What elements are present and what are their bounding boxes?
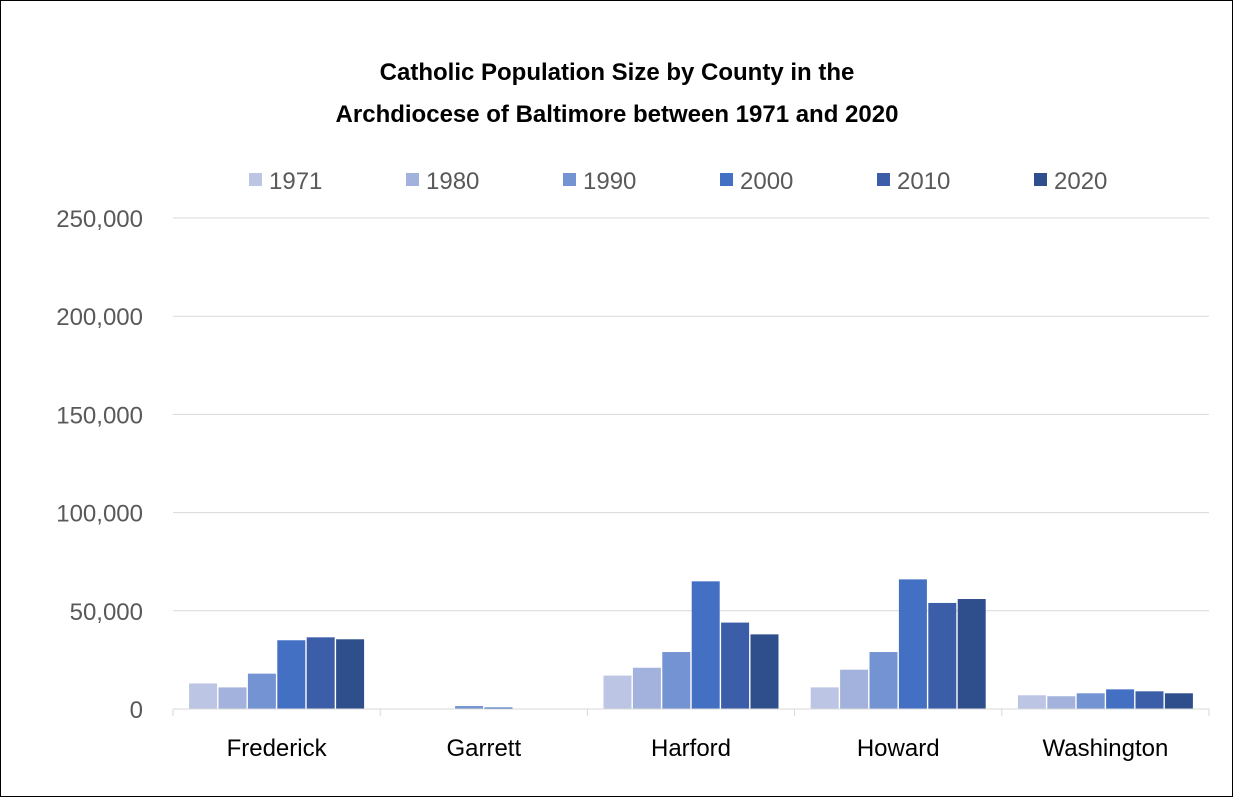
bar-harford-2020 <box>750 634 779 709</box>
x-axis <box>172 708 1210 716</box>
legend: 1971 1980 1990 2000 2010 2020 <box>249 168 1107 195</box>
legend-label: 1990 <box>583 168 636 195</box>
x-tick-label: Washington <box>1042 735 1168 762</box>
bar-howard-1980 <box>840 669 869 709</box>
legend-swatch-1971 <box>249 173 262 186</box>
bar-frederick-1971 <box>189 683 218 709</box>
bar-howard-2010 <box>928 602 957 709</box>
y-tick-label: 0 <box>130 697 143 724</box>
chart-title-line-1: Catholic Population Size by County in th… <box>380 59 855 86</box>
legend-swatch-2020 <box>1034 173 1047 186</box>
legend-label: 2020 <box>1054 168 1107 195</box>
bar-washington-1980 <box>1047 696 1076 709</box>
bar-harford-1971 <box>603 675 632 709</box>
legend-label: 1980 <box>426 168 479 195</box>
x-tick-label: Howard <box>857 735 940 762</box>
legend-label: 2000 <box>740 168 793 195</box>
bar-frederick-2010 <box>306 637 335 709</box>
bar-garrett-1990 <box>455 706 484 709</box>
x-tick-label: Harford <box>651 735 731 762</box>
bar-frederick-2020 <box>336 639 365 709</box>
y-tick-label: 50,000 <box>70 599 143 626</box>
x-tick-label: Garrett <box>446 735 521 762</box>
y-tick-label: 150,000 <box>56 402 143 429</box>
bar-harford-2000 <box>691 581 720 709</box>
x-tick-label: Frederick <box>227 735 328 762</box>
gridlines <box>173 217 1209 612</box>
bar-frederick-1980 <box>218 687 247 709</box>
x-axis-tick-labels: Frederick Garrett Harford Howard Washington <box>227 735 1169 762</box>
legend-swatch-1990 <box>563 173 576 186</box>
bar-washington-1971 <box>1017 695 1046 709</box>
bar-washington-2010 <box>1135 691 1164 709</box>
y-tick-label: 200,000 <box>56 304 143 331</box>
chart-title-line-2: Archdiocese of Baltimore between 1971 an… <box>336 101 899 128</box>
y-tick-label: 250,000 <box>56 206 143 233</box>
legend-label: 1971 <box>269 168 322 195</box>
y-tick-label: 100,000 <box>56 501 143 528</box>
bar-harford-1990 <box>662 652 691 709</box>
y-axis-tick-labels: 0 50,000 100,000 150,000 200,000 250,000 <box>56 206 143 724</box>
bar-washington-1990 <box>1076 693 1105 709</box>
legend-swatch-2000 <box>720 173 733 186</box>
bar-harford-1980 <box>632 667 661 709</box>
bar-frederick-1990 <box>247 673 276 709</box>
bar-harford-2010 <box>721 622 750 709</box>
bar-howard-2000 <box>898 579 927 709</box>
bar-washington-2000 <box>1106 689 1135 709</box>
bar-frederick-2000 <box>277 640 306 709</box>
legend-label: 2010 <box>897 168 950 195</box>
bar-garrett-2000 <box>484 707 513 709</box>
bar-howard-1971 <box>810 687 839 709</box>
bars <box>189 579 1193 709</box>
bar-washington-2020 <box>1164 693 1193 709</box>
bar-howard-1990 <box>869 652 898 709</box>
legend-swatch-1980 <box>406 173 419 186</box>
legend-swatch-2010 <box>877 173 890 186</box>
bar-howard-2020 <box>957 599 986 709</box>
